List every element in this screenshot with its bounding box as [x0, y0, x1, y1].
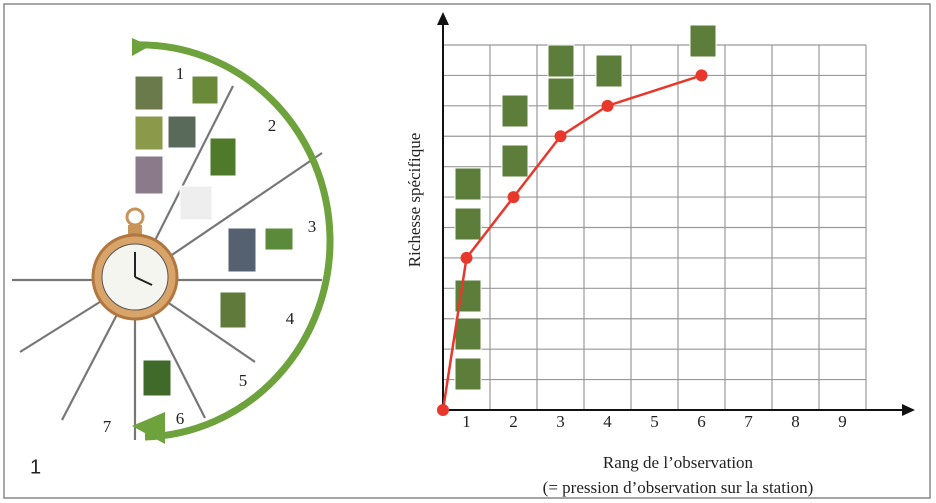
point — [461, 252, 473, 264]
photo — [548, 45, 574, 77]
x-tick-label: 2 — [509, 412, 518, 431]
photo — [596, 55, 622, 87]
photo — [690, 25, 716, 57]
photo — [502, 95, 528, 127]
photo — [455, 358, 481, 390]
x-axis-label: (= pression d’observation sur la station… — [543, 478, 814, 497]
y-arrow — [437, 12, 449, 25]
x-tick-label: 1 — [462, 412, 471, 431]
photo — [502, 145, 528, 177]
x-tick-label: 3 — [556, 412, 565, 431]
x-arrow — [902, 404, 915, 416]
x-tick-label: 9 — [838, 412, 847, 431]
photo — [548, 78, 574, 110]
x-tick-label: 6 — [697, 412, 706, 431]
point — [602, 100, 614, 112]
photo — [455, 318, 481, 350]
sector-label: 1 — [176, 64, 185, 83]
sector-label: 3 — [308, 217, 317, 236]
figure: 1 — [0, 0, 936, 503]
x-tick-label: 5 — [650, 412, 659, 431]
line — [443, 75, 702, 410]
photo — [455, 208, 481, 240]
chart: 1 2 3 4 5 6 7 8 9 Rang de l’observation (= pressio… — [405, 12, 915, 497]
x-tick-label: 7 — [744, 412, 753, 431]
sector-label: 2 — [268, 116, 277, 135]
sector-label: 4 — [286, 309, 295, 328]
clock-diagram: 1 2 3 4 5 6 7 — [12, 38, 330, 444]
x-axis-label: Rang de l’observation — [603, 453, 754, 472]
photo — [455, 168, 481, 200]
point — [437, 404, 449, 416]
y-axis-label: Richesse spécifique — [405, 133, 424, 268]
sector-label: 7 — [103, 417, 112, 436]
point — [555, 130, 567, 142]
x-tick-label: 4 — [603, 412, 612, 431]
point — [508, 191, 520, 203]
point — [696, 69, 708, 81]
x-tick-label: 8 — [791, 412, 800, 431]
sector-label: 6 — [176, 409, 185, 428]
sector-label: 5 — [239, 371, 248, 390]
panel-label: 1 — [30, 456, 41, 478]
